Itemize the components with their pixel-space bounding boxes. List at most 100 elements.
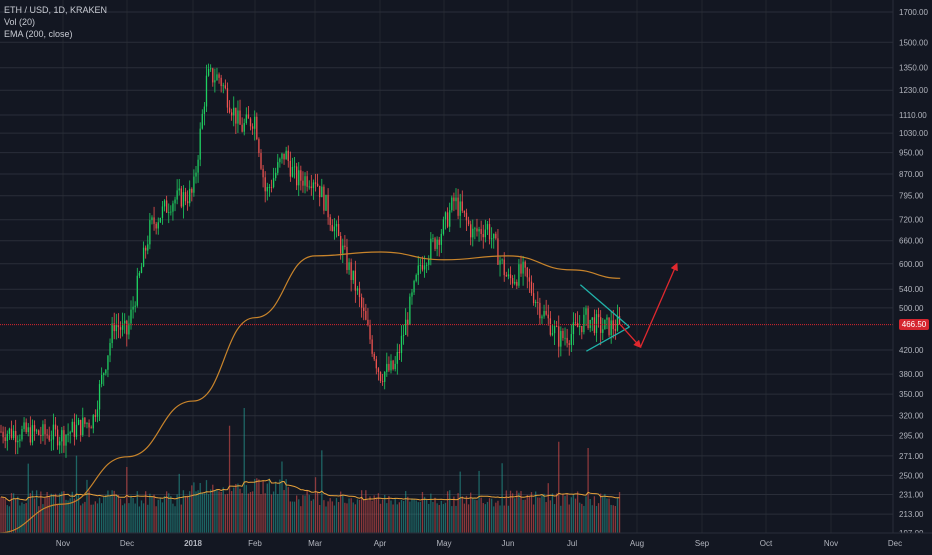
volume-bar xyxy=(568,504,570,533)
volume-bar xyxy=(436,503,438,533)
price-tick-label: 271.00 xyxy=(899,452,924,461)
candle-body xyxy=(405,319,407,335)
candle-body xyxy=(249,118,252,127)
candle-body xyxy=(478,229,480,232)
candle-body xyxy=(124,320,126,324)
candle-body xyxy=(354,270,357,291)
volume-bar xyxy=(189,491,191,533)
volume-bar xyxy=(375,497,377,533)
volume-bar xyxy=(243,408,245,533)
candle-body xyxy=(15,430,17,443)
price-axis[interactable]: 1700.00 1500.00 1350.00 1230.00 1110.00 1030.… xyxy=(892,0,932,550)
candle-body xyxy=(304,176,306,186)
candle-body xyxy=(31,425,34,443)
candle-body xyxy=(549,318,552,335)
volume-bar xyxy=(560,505,562,533)
volume-bar xyxy=(522,499,524,533)
candle-body xyxy=(153,217,155,224)
triangle-lower-line[interactable] xyxy=(586,326,630,352)
volume-bar xyxy=(38,506,40,533)
candle-body xyxy=(142,247,145,267)
candle-body xyxy=(56,429,59,446)
volume-bar xyxy=(545,502,547,533)
volume-bar xyxy=(71,491,73,533)
candle-body xyxy=(409,296,411,325)
volume-bar xyxy=(335,498,338,533)
volume-bar xyxy=(176,494,178,533)
price-tick-label: 1350.00 xyxy=(899,64,928,73)
candle-body xyxy=(212,68,214,83)
volume-bar xyxy=(174,506,176,533)
volume-bar xyxy=(497,500,499,533)
price-tick-label: 250.00 xyxy=(899,471,924,480)
candle-body xyxy=(503,259,505,276)
candle-body xyxy=(132,306,134,310)
triangle-upper-line[interactable] xyxy=(579,284,630,328)
volume-bar xyxy=(132,497,134,533)
grid xyxy=(0,0,896,534)
volume-bar xyxy=(163,495,166,533)
legend-ema[interactable]: EMA (200, close) xyxy=(4,29,73,39)
volume-bar xyxy=(159,497,162,533)
volume-bar xyxy=(371,500,373,533)
candle-body xyxy=(612,320,614,330)
candle-body xyxy=(551,333,554,335)
candle-body xyxy=(165,200,168,213)
candle-body xyxy=(526,267,528,278)
volume-bar xyxy=(386,503,388,533)
volume-bar xyxy=(516,490,518,533)
candle-body xyxy=(342,245,344,254)
volume-bar xyxy=(356,499,359,533)
drawings[interactable] xyxy=(0,262,893,352)
volume-bar xyxy=(298,499,300,533)
chart-legend: ETH / USD, 1D, KRAKEN Vol (20) EMA (200,… xyxy=(4,4,107,40)
candle-body xyxy=(493,233,495,239)
volume-bar xyxy=(532,504,535,533)
volume-ma-line xyxy=(0,478,620,502)
candle-body xyxy=(553,326,556,334)
volume-bar xyxy=(63,491,65,533)
volume-bar xyxy=(333,505,336,533)
volume-bar xyxy=(398,502,401,533)
volume-bar xyxy=(2,497,4,533)
candle-body xyxy=(29,427,32,443)
volume-bar xyxy=(530,492,533,533)
volume-bar xyxy=(539,497,541,533)
volume-bar xyxy=(507,505,510,533)
volume-bars xyxy=(0,408,621,533)
candle-body xyxy=(25,422,27,433)
candle-body xyxy=(484,229,487,238)
candle-body xyxy=(602,329,604,333)
volume-bar xyxy=(467,504,470,533)
candle-body xyxy=(379,372,382,381)
candle-body xyxy=(371,339,373,354)
volume-bar xyxy=(86,479,88,533)
price-tick-label: 540.00 xyxy=(899,285,924,294)
legend-volume[interactable]: Vol (20) xyxy=(4,17,36,27)
candle-body xyxy=(356,288,359,291)
candle-body xyxy=(308,186,310,188)
volume-bar xyxy=(50,493,52,533)
candle-body xyxy=(235,107,237,124)
volume-bar xyxy=(381,499,384,533)
candle-body xyxy=(535,302,537,304)
volume-bar xyxy=(35,490,38,533)
candle-body xyxy=(138,272,141,276)
volume-bar xyxy=(264,493,266,533)
candle-body xyxy=(560,331,562,347)
candle-body xyxy=(96,409,99,417)
candle-body xyxy=(35,430,38,432)
candle-body xyxy=(170,211,172,213)
projection-arrow-up[interactable] xyxy=(639,262,678,348)
candle-body xyxy=(59,441,61,446)
projection-arrow-down[interactable] xyxy=(619,324,642,349)
price-tick-label: 1030.00 xyxy=(899,129,928,138)
legend-symbol[interactable]: ETH / USD, 1D, KRAKEN xyxy=(4,5,108,15)
time-axis[interactable]: Nov Dec 2018 Feb Mar Apr May Jun Jul Aug Sep Oct Nov… xyxy=(0,532,932,550)
volume-bar xyxy=(312,499,315,533)
candle-body xyxy=(293,166,296,168)
candle-body xyxy=(574,322,577,324)
volume-bar xyxy=(453,496,455,533)
